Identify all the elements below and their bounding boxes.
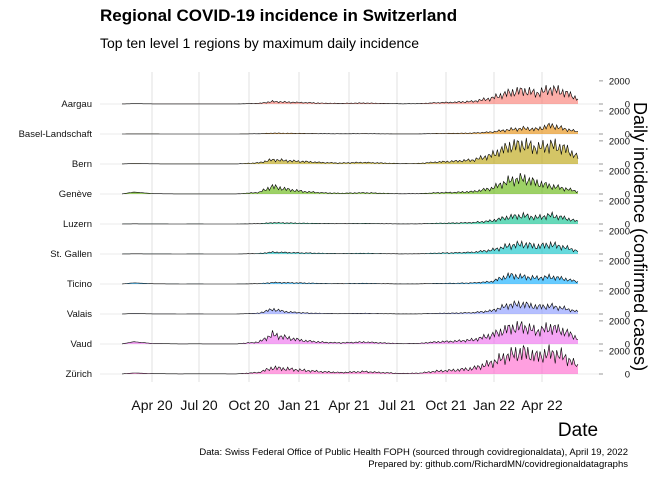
series-area [122, 123, 578, 134]
y-tick-label: 2000 [609, 316, 630, 327]
series-area [122, 321, 578, 344]
series-line [121, 344, 579, 375]
series-label: Zürich [66, 369, 92, 380]
y-tick-label: 2000 [609, 76, 630, 87]
series-area [122, 212, 578, 224]
caption-source: Data: Swiss Federal Office of Public Hea… [199, 447, 628, 458]
series-area [122, 241, 578, 254]
x-tick-label: Jan 21 [278, 397, 320, 413]
series-label: Genève [59, 189, 92, 200]
y-tick-label: 0 [625, 250, 630, 261]
series-area [122, 137, 578, 164]
y-tick-label: 2000 [609, 106, 630, 117]
series-label: Vaud [71, 339, 92, 350]
series-line [121, 320, 579, 345]
series-label: Luzern [63, 219, 92, 230]
series-panel [122, 122, 579, 135]
series-line [121, 211, 579, 225]
y-tick-label: 2000 [609, 226, 630, 237]
series-line [121, 240, 579, 255]
series-panel [121, 240, 579, 255]
y-tick-label: 0 [625, 100, 630, 111]
series-line [122, 122, 579, 135]
series-line [122, 84, 579, 105]
series-panel [121, 300, 579, 315]
series-panel [122, 137, 579, 165]
x-tick-label: Apr 22 [521, 397, 562, 413]
series-panel [121, 320, 579, 345]
series-label: Basel-Landschaft [19, 129, 93, 140]
x-axis-label: Date [558, 420, 598, 441]
series-area [122, 173, 578, 194]
y-tick-label: 0 [625, 370, 630, 381]
x-tick-label: Jul 21 [378, 397, 416, 413]
y-tick-label: 2000 [609, 166, 630, 177]
x-tick-label: Jan 22 [473, 397, 515, 413]
y-tick-label: 2000 [609, 346, 630, 357]
series-panel [121, 211, 579, 225]
series-panel [122, 84, 579, 105]
panel-layer [121, 84, 579, 375]
caption: Data: Swiss Federal Office of Public Hea… [199, 447, 628, 471]
series-label: Bern [72, 159, 92, 170]
y-tick-label: 2000 [609, 286, 630, 297]
y-tick-label: 0 [625, 190, 630, 201]
x-tick-label: Apr 21 [328, 397, 369, 413]
y-tick-label: 2000 [609, 136, 630, 147]
y-tick-label: 0 [625, 280, 630, 291]
y-tick-label: 0 [625, 130, 630, 141]
series-label: Valais [67, 309, 92, 320]
y-axis-label: Daily incidence (confirmed cases) [630, 102, 650, 371]
x-tick-label: Oct 20 [228, 397, 269, 413]
series-panel [121, 344, 579, 375]
series-label: Aargau [61, 99, 92, 110]
series-panel [121, 173, 579, 195]
y-tick-label: 2000 [609, 196, 630, 207]
series-area [122, 344, 578, 374]
series-line [121, 300, 579, 315]
x-tick-label: Apr 20 [131, 397, 172, 413]
x-tick-label: Jul 20 [180, 397, 218, 413]
series-area [122, 85, 578, 104]
series-area [122, 273, 578, 284]
series-line [121, 173, 579, 195]
caption-author: Prepared by: github.com/RichardMN/covidr… [368, 459, 628, 470]
y-tick-label: 0 [625, 340, 630, 351]
y-tick-label: 0 [625, 220, 630, 231]
series-label: St. Gallen [50, 249, 92, 260]
series-line [122, 137, 579, 165]
y-tick-label: 2000 [609, 256, 630, 267]
y-tick-label: 0 [625, 310, 630, 321]
series-label: Ticino [67, 279, 92, 290]
series-panel [121, 272, 579, 285]
chart-subtitle: Top ten level 1 regions by maximum daily… [100, 35, 420, 51]
chart-title: Regional COVID-19 incidence in Switzerla… [100, 6, 458, 25]
x-tick-label: Oct 21 [425, 397, 466, 413]
series-area [122, 301, 578, 314]
y-tick-label: 0 [625, 160, 630, 171]
series-line [121, 272, 579, 285]
